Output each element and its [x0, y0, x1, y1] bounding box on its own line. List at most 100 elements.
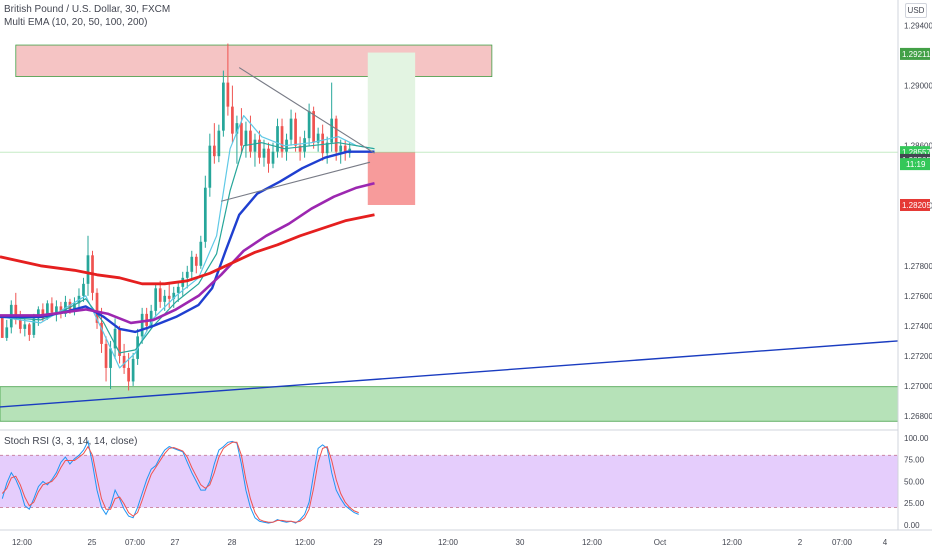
- candle: [307, 103, 311, 146]
- candle-body: [325, 142, 329, 154]
- stoch-legend[interactable]: Stoch RSI (3, 3, 14, 14, close): [4, 436, 137, 447]
- candle-body: [46, 303, 49, 319]
- candle: [276, 118, 279, 158]
- candle-body: [86, 255, 90, 284]
- candle: [190, 250, 194, 281]
- candle-body: [5, 327, 9, 338]
- stoch-tick-label: 50.00: [904, 477, 925, 486]
- ema-200-line: [0, 213, 375, 286]
- rising-trendline[interactable]: [0, 340, 899, 408]
- candle-body: [199, 241, 203, 266]
- ema-layer: [0, 115, 375, 369]
- candle-body: [23, 324, 27, 329]
- candle-body: [27, 324, 31, 335]
- candle: [285, 133, 288, 161]
- stop-zone[interactable]: [367, 152, 416, 205]
- candle-body: [231, 106, 234, 134]
- target-zone[interactable]: [367, 52, 416, 153]
- candle-body: [109, 348, 112, 368]
- candle-body: [208, 145, 212, 188]
- price-label-text: 1.28557: [902, 148, 931, 157]
- candle: [316, 127, 320, 152]
- candle: [122, 343, 126, 374]
- stoch-indicator-label: Stoch RSI (3, 3, 14, 14, close): [4, 436, 138, 447]
- currency-badge[interactable]: USD: [905, 3, 927, 18]
- candle-body: [158, 288, 162, 302]
- candle-body: [32, 318, 36, 335]
- candle-body: [127, 367, 130, 382]
- candle-body: [18, 319, 22, 329]
- zones-layer: [0, 44, 899, 422]
- candle-body: [203, 187, 207, 242]
- stoch-tick-label: 100.00: [904, 434, 929, 443]
- price-tick-label: 1.27200: [904, 352, 932, 361]
- candle: [222, 70, 225, 137]
- candle-body: [276, 126, 279, 152]
- support-trendline[interactable]: [220, 161, 371, 202]
- demand-zone[interactable]: [0, 386, 899, 422]
- candle: [82, 277, 85, 302]
- candle: [0, 316, 4, 338]
- ema-100-line: [0, 181, 375, 325]
- candle: [330, 82, 334, 152]
- candle: [181, 271, 185, 296]
- price-label-stop: 1.28205: [900, 198, 931, 211]
- candle-body: [303, 138, 306, 152]
- candle-body: [226, 82, 230, 107]
- candle: [50, 297, 54, 316]
- price-label-bg: [900, 47, 930, 60]
- candle: [303, 130, 306, 158]
- countdown-bg: [900, 158, 930, 171]
- time-tick-label: 07:00: [125, 538, 146, 547]
- candle: [280, 118, 284, 158]
- candle: [73, 297, 76, 316]
- candle: [271, 142, 275, 169]
- candle-body: [0, 316, 4, 338]
- candle-body: [262, 148, 266, 158]
- ema-50-line: [0, 150, 375, 334]
- time-tick-label: 2: [798, 538, 803, 547]
- candle-body: [267, 148, 270, 164]
- candle: [208, 133, 212, 197]
- stoch-tick-label: 0.00: [904, 521, 920, 530]
- price-tick-label: 1.26800: [904, 412, 932, 421]
- candle-body: [163, 295, 167, 302]
- price-label-zone-top: 1.29211: [900, 47, 931, 60]
- candle: [334, 115, 338, 161]
- candle: [203, 175, 207, 248]
- resistance-trendline[interactable]: [238, 67, 375, 154]
- candle: [267, 142, 270, 173]
- candle: [262, 139, 266, 167]
- candle: [289, 109, 293, 146]
- candle-body: [55, 306, 58, 313]
- candle-body: [190, 256, 194, 272]
- candle-body: [316, 133, 320, 143]
- candle: [298, 136, 302, 161]
- candle-body: [280, 126, 284, 152]
- candle-body: [14, 304, 18, 320]
- price-label-text: 1.28205: [902, 201, 931, 210]
- time-tick-label: 07:00: [832, 538, 853, 547]
- candle: [118, 325, 121, 364]
- candle-body: [235, 123, 239, 134]
- candle-body: [104, 343, 108, 368]
- countdown-label: 11:19: [900, 158, 930, 171]
- candle-body: [194, 256, 198, 266]
- supply-zone[interactable]: [15, 44, 493, 77]
- candle-body: [154, 288, 158, 311]
- candle: [231, 85, 234, 143]
- stoch-tick-label: 75.00: [904, 456, 925, 465]
- candle-body: [321, 133, 325, 154]
- price-label-text: 1.29211: [902, 50, 931, 59]
- stoch-band: [0, 455, 898, 508]
- trendlines-layer[interactable]: [0, 67, 899, 408]
- candle: [140, 307, 144, 344]
- ema-legend[interactable]: Multi EMA (10, 20, 50, 100, 200): [4, 17, 147, 28]
- symbol-legend[interactable]: British Pound / U.S. Dollar, 30, FXCM: [4, 4, 170, 15]
- ema-10-line: [0, 115, 375, 369]
- candle-body: [50, 303, 54, 313]
- time-tick-label: 28: [228, 538, 237, 547]
- time-tick-label: 27: [171, 538, 180, 547]
